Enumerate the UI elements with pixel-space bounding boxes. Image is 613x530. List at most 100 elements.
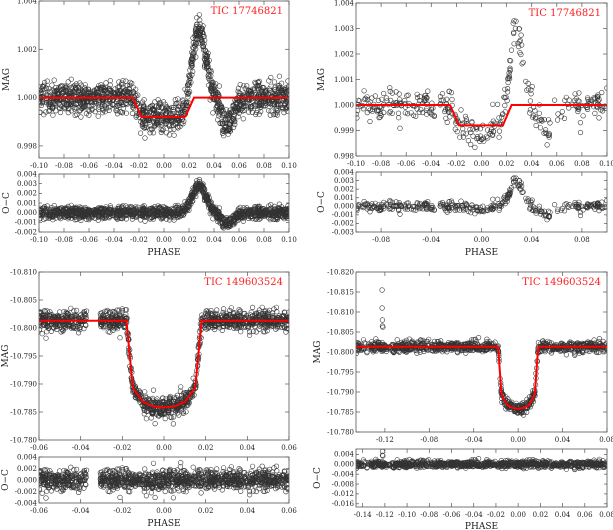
data-point <box>479 136 485 142</box>
residual-point <box>384 202 390 208</box>
residual-point <box>100 206 106 212</box>
data-point <box>413 113 419 119</box>
data-point <box>576 98 582 104</box>
residual-point <box>175 214 181 220</box>
residual-point <box>405 206 411 212</box>
data-point <box>201 33 207 40</box>
residual-point <box>577 212 584 219</box>
res-y-tick-label: 0.004 <box>17 170 38 178</box>
data-point <box>190 40 196 46</box>
residual-point <box>246 207 252 213</box>
data-point <box>100 312 106 318</box>
residual-point <box>356 202 361 208</box>
data-point <box>533 122 539 129</box>
data-point <box>168 409 174 416</box>
data-point <box>235 85 241 91</box>
data-point <box>256 326 262 332</box>
data-point <box>537 125 544 131</box>
data-point <box>44 308 50 314</box>
data-point <box>64 85 70 91</box>
residual-point <box>88 209 95 215</box>
data-point <box>150 387 157 393</box>
residual-point <box>428 206 434 212</box>
y-tick-label: 1.000 <box>17 94 37 102</box>
y-tick-label: 0.999 <box>334 127 354 135</box>
data-point <box>212 88 218 94</box>
residual-point <box>124 209 130 215</box>
data-point <box>284 108 289 114</box>
data-point <box>517 37 523 44</box>
residual-point <box>119 216 126 222</box>
residual-point <box>255 209 261 215</box>
data-point <box>203 55 209 62</box>
residual-point <box>186 199 192 205</box>
data-point <box>458 107 464 113</box>
data-point <box>166 410 172 416</box>
x-tick-label: 0.04 <box>524 160 540 168</box>
residual-point <box>127 207 133 214</box>
data-point <box>216 83 222 89</box>
residual-point <box>270 208 276 214</box>
data-point <box>143 125 149 131</box>
observed-points <box>356 18 607 150</box>
data-point <box>364 94 370 100</box>
data-point <box>141 107 147 113</box>
residual-point <box>285 206 289 212</box>
data-point <box>189 56 195 63</box>
data-point <box>133 93 139 99</box>
data-point <box>65 102 71 108</box>
data-point <box>186 90 192 96</box>
data-point <box>248 96 254 102</box>
data-point <box>462 113 469 119</box>
x-tick-label: 0.02 <box>499 160 515 168</box>
data-point <box>431 112 437 118</box>
data-point <box>78 321 84 328</box>
data-point <box>397 125 403 131</box>
data-point <box>502 102 508 109</box>
residual-point <box>528 199 534 206</box>
data-point <box>79 99 85 106</box>
residual-point <box>200 189 206 195</box>
residual-point <box>249 216 255 222</box>
residual-point <box>398 203 404 209</box>
residual-point <box>513 175 519 181</box>
residual-point <box>508 185 515 191</box>
data-point <box>123 311 129 318</box>
residual-point <box>141 203 147 209</box>
data-point <box>283 106 289 112</box>
res-y-tick-label: 0.003 <box>17 180 37 188</box>
data-point <box>141 124 147 131</box>
residual-point <box>83 216 89 222</box>
residual-point <box>163 212 169 219</box>
data-point <box>47 311 53 317</box>
data-point <box>136 388 142 394</box>
data-point <box>183 409 189 415</box>
data-point <box>241 83 247 89</box>
data-point <box>45 100 52 106</box>
residual-point <box>114 213 120 219</box>
residual-point <box>576 202 582 208</box>
x-tick-label: -0.06 <box>397 160 415 168</box>
y-tick-label: 0.998 <box>334 153 354 161</box>
data-point <box>175 117 181 123</box>
data-point <box>71 106 78 112</box>
data-point <box>82 87 88 93</box>
residual-point <box>205 192 211 198</box>
data-point <box>83 110 89 117</box>
data-point <box>551 97 558 103</box>
data-point <box>71 308 77 314</box>
data-point <box>56 309 63 315</box>
data-point <box>252 103 258 109</box>
data-point <box>193 46 199 52</box>
data-point <box>226 127 232 133</box>
y-tick-label: 1.001 <box>334 76 354 84</box>
data-point <box>519 42 525 48</box>
residual-point <box>144 211 150 217</box>
data-point <box>223 116 229 122</box>
data-point <box>539 118 545 124</box>
data-point <box>457 134 463 140</box>
residual-point <box>519 183 525 189</box>
y-tick-label: 1.003 <box>334 25 354 33</box>
residual-point <box>259 209 265 215</box>
data-point <box>162 101 168 107</box>
